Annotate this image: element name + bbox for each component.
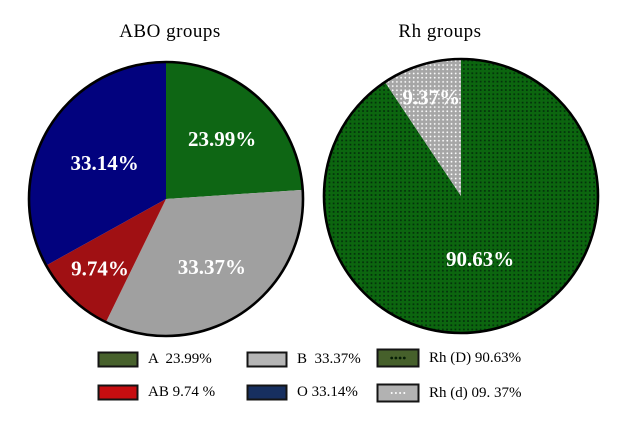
pie-rh: 90.63% 9.37% bbox=[322, 57, 600, 335]
pie-abo: 23.99% 33.37% 9.74% 33.14% bbox=[27, 60, 305, 338]
pie-slice-value-label: 90.63% bbox=[446, 247, 514, 271]
abo-chart-title: ABO groups bbox=[119, 21, 221, 42]
pie-slice-value-label: 33.14% bbox=[70, 151, 138, 175]
pie-outline bbox=[322, 57, 600, 335]
pie-slice-value-label: 9.74% bbox=[71, 257, 129, 281]
pie-slice-pattern bbox=[323, 59, 598, 333]
pie-slice-value-label: 23.99% bbox=[188, 127, 256, 151]
pie-slice-o bbox=[29, 62, 166, 266]
pie-slice-b bbox=[105, 189, 303, 336]
rh-chart-title: Rh groups bbox=[398, 21, 482, 42]
pie-slice-value-label: 33.37% bbox=[178, 255, 246, 279]
pie-outline bbox=[27, 60, 305, 338]
pie-slice-a bbox=[166, 62, 303, 199]
pie-slice-pattern bbox=[384, 59, 461, 196]
pie-slice-ab bbox=[46, 199, 167, 323]
pie-slice-value-label: 9.37% bbox=[402, 86, 460, 110]
